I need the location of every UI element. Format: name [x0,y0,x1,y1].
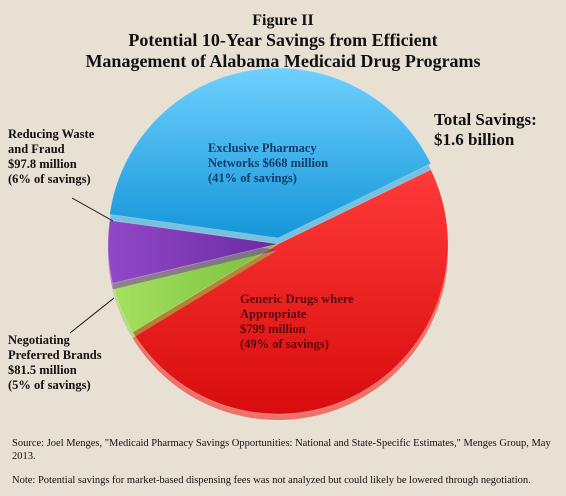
slice-label-waste-line: (6% of savings) [8,172,91,186]
leader-line-negotiating [69,297,115,334]
slice-label-exclusive-line: (41% of savings) [208,171,297,185]
slice-label-waste: Reducing Waste and Fraud $97.8 million (… [8,127,94,187]
pie-slice-generic [132,169,449,415]
slice-label-exclusive-line: Exclusive Pharmacy [208,141,317,155]
slice-label-waste-line: and Fraud [8,142,65,156]
slice-label-generic-line: (49% of savings) [240,337,329,351]
slice-label-exclusive-line: Networks $668 million [208,156,329,170]
total-savings-value: $1.6 billion [434,130,515,149]
chart-title-block: Figure II Potential 10-Year Savings from… [0,12,566,72]
slice-label-negotiating-line: $81.5 million [8,363,77,377]
slice-label-generic-line: Appropriate [240,307,307,321]
slice-label-negotiating-line: Negotiating [8,333,70,347]
slice-label-generic-line: $799 million [240,322,306,336]
slice-label-waste-line: Reducing Waste [8,127,95,141]
slice-label-negotiating-line: Preferred Brands [8,348,102,362]
source-note: Source: Joel Menges, "Medicaid Pharmacy … [12,438,551,462]
figure-label: Figure II [252,12,314,29]
slice-label-negotiating-line: (5% of savings) [8,378,91,392]
total-savings: Total Savings: $1.6 billion [434,110,537,150]
chart-title-line-2: Management of Alabama Medicaid Drug Prog… [85,51,481,71]
chart-title-line-1: Potential 10-Year Savings from Efficient [128,30,438,50]
slice-label-waste-line: $97.8 million [8,157,77,171]
slice-label-negotiating: Negotiating Preferred Brands $81.5 milli… [8,333,102,393]
slice-label-exclusive: Exclusive Pharmacy Networks $668 million… [208,141,328,186]
pie-slice-waste [107,219,279,284]
footnote: Note: Potential savings for market-based… [12,475,531,486]
leader-line-waste [71,197,114,222]
slice-label-generic-line: Generic Drugs where [240,292,354,306]
slice-label-generic: Generic Drugs where Appropriate $799 mil… [240,292,354,352]
total-savings-label: Total Savings: [434,110,537,129]
pie-slice-exclusive [109,67,432,239]
